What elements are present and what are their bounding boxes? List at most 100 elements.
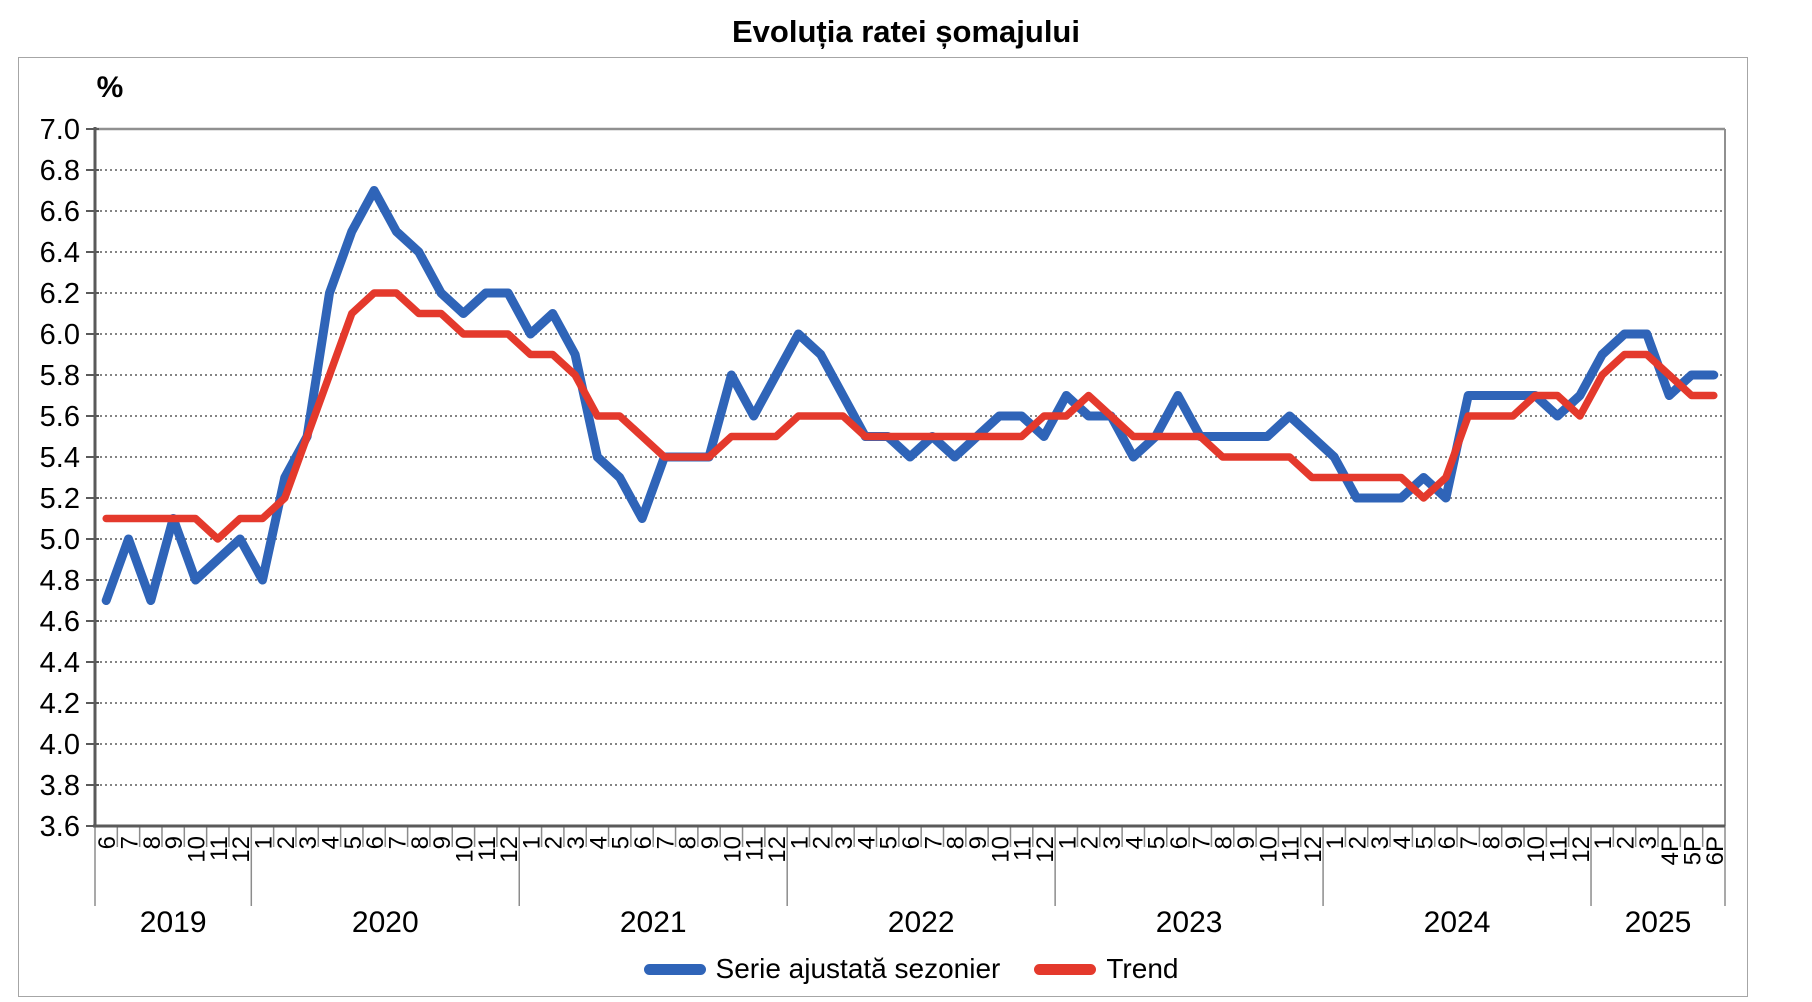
x-axis-month-label: 10 [1255, 836, 1282, 863]
page-title: Evoluția ratei șomajului [732, 14, 1080, 49]
x-axis-month-label: 9 [697, 836, 724, 849]
y-axis-label: 5.0 [40, 524, 80, 556]
x-axis-month-label: 10 [451, 836, 478, 863]
x-axis-month-label: 7 [384, 836, 411, 849]
x-axis-year-label: 2019 [140, 906, 207, 939]
x-axis-month-label: 11 [1278, 836, 1305, 861]
x-axis-month-label: 6 [94, 836, 121, 849]
x-axis-month-label: 7 [1456, 836, 1483, 849]
x-axis-month-label: 6 [898, 836, 925, 849]
x-axis-month-label: 8 [139, 836, 166, 849]
series-line-seasonally-adjusted [101, 186, 1719, 605]
x-axis-month-label: 4 [317, 836, 344, 849]
y-axis-label: 3.8 [40, 770, 80, 802]
x-axis-month-label: 5 [1144, 836, 1171, 849]
x-axis-month-label: 12 [1568, 836, 1595, 863]
x-axis-month-label: 4 [1389, 836, 1416, 849]
x-axis-month-label: 5P [1680, 836, 1707, 865]
legend: Serie ajustată sezonier Trend [47, 953, 1775, 985]
x-axis-month-label: 1 [1322, 836, 1349, 849]
x-axis-month-label: 2 [1613, 836, 1640, 849]
x-axis-month-label: 9 [1233, 836, 1260, 849]
legend-item-trend: Trend [1034, 953, 1178, 985]
x-axis-month-label: 1 [250, 836, 277, 849]
y-axis-label: 4.8 [40, 565, 80, 597]
x-axis-month-label: 12 [1300, 836, 1327, 863]
x-axis-month-label: 3 [831, 836, 858, 849]
x-axis-month-label: 12 [228, 836, 255, 863]
legend-label-trend: Trend [1106, 953, 1179, 984]
y-axis-label: 7.0 [40, 114, 80, 146]
y-axis-label: 4.2 [40, 688, 80, 720]
legend-swatch-seasonally-adjusted-icon [643, 963, 706, 975]
x-axis-month-label: 7 [920, 836, 947, 849]
legend-label-seasonally-adjusted: Serie ajustată sezonier [715, 953, 1001, 984]
x-axis-month-label: 3 [1367, 836, 1394, 849]
figure-box: Serie ajustată sezonier Trend [18, 57, 1748, 997]
y-axis-label: 6.4 [40, 237, 80, 269]
x-axis-month-label: 2 [541, 836, 568, 849]
x-axis-month-label: 8 [1479, 836, 1506, 849]
x-axis-month-label: 4P [1657, 836, 1684, 865]
x-axis-month-label: 8 [1211, 836, 1238, 849]
x-axis-month-label: 8 [943, 836, 970, 849]
x-axis-month-label: 6 [362, 836, 389, 849]
x-axis-month-label: 11 [742, 836, 769, 861]
x-axis-month-label: 11 [206, 836, 233, 861]
x-axis-month-label: 2 [1345, 836, 1372, 849]
y-axis-label: 6.2 [40, 278, 80, 310]
x-axis-month-label: 10 [987, 836, 1014, 863]
x-axis-month-label: 12 [1032, 836, 1059, 863]
x-axis-month-label: 10 [183, 836, 210, 863]
x-axis-month-label: 1 [1054, 836, 1081, 849]
x-axis-month-label: 7 [1188, 836, 1215, 849]
x-axis-month-label: 6 [1166, 836, 1193, 849]
x-axis-year-label: 2024 [1424, 906, 1491, 939]
y-axis-label: 4.4 [40, 647, 80, 679]
x-axis-month-label: 9 [161, 836, 188, 849]
x-axis-month-label: 11 [474, 836, 501, 861]
x-axis-month-label: 4 [585, 836, 612, 849]
x-axis-month-label: 8 [407, 836, 434, 849]
x-axis-month-label: 9 [429, 836, 456, 849]
x-axis-month-label: 11 [1546, 836, 1573, 861]
y-axis-label: 5.6 [40, 401, 80, 433]
x-axis-month-label: 12 [496, 836, 523, 863]
x-axis-month-label: 10 [1523, 836, 1550, 863]
y-axis-label: 6.6 [40, 196, 80, 228]
x-axis-month-label: 6 [1434, 836, 1461, 849]
x-axis-month-label: 5 [608, 836, 635, 849]
x-axis-month-label: 1 [1590, 836, 1617, 849]
x-axis-month-label: 3 [1099, 836, 1126, 849]
x-axis-month-label: 3 [1635, 836, 1662, 849]
x-axis-year-label: 2021 [620, 906, 687, 939]
x-axis-month-label: 9 [1501, 836, 1528, 849]
series-line-trend [102, 289, 1718, 543]
x-axis-month-label: 6P [1702, 836, 1729, 865]
x-axis-year-label: 2025 [1625, 906, 1692, 939]
y-axis-label: 5.4 [40, 442, 80, 474]
x-axis-year-label: 2020 [352, 906, 419, 939]
y-axis-unit-label: % [97, 71, 124, 104]
x-axis-month-label: 11 [1010, 836, 1037, 861]
x-axis-month-label: 3 [295, 836, 322, 849]
y-axis-label: 5.2 [40, 483, 80, 515]
x-axis-month-label: 9 [965, 836, 992, 849]
legend-swatch-trend-icon [1034, 963, 1097, 975]
x-axis-month-label: 10 [719, 836, 746, 863]
x-axis-month-label: 12 [764, 836, 791, 863]
x-axis-month-label: 8 [675, 836, 702, 849]
x-axis-month-label: 5 [1412, 836, 1439, 849]
x-axis-month-label: 5 [876, 836, 903, 849]
x-axis-month-label: 1 [786, 836, 813, 849]
x-axis-month-label: 3 [563, 836, 590, 849]
x-axis-month-label: 2 [1077, 836, 1104, 849]
x-axis-month-label: 5 [340, 836, 367, 849]
y-axis-label: 6.0 [40, 319, 80, 351]
x-axis-month-label: 4 [853, 836, 880, 849]
x-axis-year-label: 2022 [888, 906, 955, 939]
x-axis-month-label: 7 [652, 836, 679, 849]
y-axis-label: 5.8 [40, 360, 80, 392]
y-axis-label: 4.6 [40, 606, 80, 638]
